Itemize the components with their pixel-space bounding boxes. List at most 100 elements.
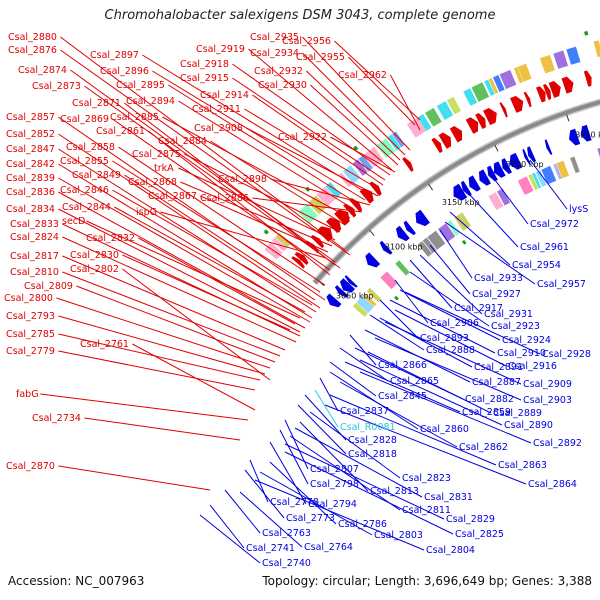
gene-label: Csal_2839 [6, 173, 55, 184]
gene-label: Csal_2934 [250, 48, 299, 59]
gene-label: Csal_2885 [110, 112, 159, 123]
leader-line [404, 291, 541, 355]
leader-line [248, 48, 393, 171]
leader-line [269, 461, 337, 525]
forward-gene-arrow [438, 132, 452, 149]
cog-band-forward [553, 50, 569, 69]
forward-gene-arrow [510, 95, 524, 113]
gene-label: Csal_2957 [537, 279, 586, 290]
leader-line [314, 389, 339, 428]
gene-label: Csal_2785 [6, 329, 55, 340]
gene-label: Csal_2917 [454, 303, 503, 314]
cog-band-forward [488, 77, 499, 94]
cog-band-forward [436, 101, 454, 120]
tick-label: 3100 kbp [385, 242, 423, 251]
gene-label: Csal_2825 [455, 529, 504, 540]
leader-line [374, 337, 522, 401]
forward-gene-arrow [475, 112, 486, 130]
forward-gene-arrow [349, 198, 363, 213]
forward-gene-arrow [523, 91, 532, 108]
gene-label: Csal_2894 [126, 96, 175, 107]
forward-gene-arrow [499, 102, 508, 118]
gene-label: fabG [16, 389, 39, 400]
cog-band-forward [471, 82, 490, 102]
gene-label: secD [62, 216, 85, 227]
gene-label: Csal_2867 [148, 191, 197, 202]
forward-gene-arrow [542, 83, 552, 100]
leader-line [394, 309, 507, 367]
gene-label: Csal_2868 [128, 177, 177, 188]
leader-line [294, 427, 423, 498]
gene-label: Csal_2930 [258, 80, 307, 91]
gene-label: Csal_2823 [402, 473, 451, 484]
gene-label: Csal_2888 [426, 345, 475, 356]
gene-label: Csal_2832 [86, 233, 135, 244]
gene-label: Csal_2817 [10, 251, 59, 262]
gene-label: Csal_2829 [446, 514, 495, 525]
leader-line [302, 52, 406, 156]
cog-band-reverse [362, 293, 377, 307]
leader-line [224, 489, 261, 534]
gene-label: Csal_2955 [296, 52, 345, 63]
tick-label: 3050 kbp [336, 291, 374, 300]
forward-gene-arrow [402, 157, 414, 172]
gene-label: Csal_2852 [6, 129, 55, 140]
reverse-gene-arrow [527, 146, 537, 163]
gene-label: Csal_2845 [378, 391, 427, 402]
leader-line [244, 469, 285, 519]
leader-line [324, 404, 527, 485]
rna-marker [263, 229, 269, 235]
leader-line [118, 146, 326, 286]
gene-label: Csal_2764 [304, 542, 353, 553]
leader-line [254, 479, 425, 551]
cog-band-reverse [497, 188, 511, 206]
gene-label: Csal_2837 [340, 406, 389, 417]
cog-band-forward [513, 67, 524, 84]
gene-label: Csal_2741 [246, 543, 295, 554]
gene-label: Csal_2842 [6, 159, 55, 170]
leader-line [384, 321, 522, 385]
accession-text: Accession: NC_007963 [8, 574, 145, 588]
leader-line [379, 299, 419, 339]
forward-gene-arrow [326, 217, 342, 234]
tick-label: 3200 kbp [506, 160, 544, 169]
leader-line [399, 289, 501, 341]
reverse-gene-arrow [493, 161, 506, 178]
gene-label: Csal_2870 [6, 461, 55, 472]
leader-line [529, 159, 568, 210]
leader-line [469, 194, 519, 248]
gene-label: Csal_2803 [374, 530, 423, 541]
cog-band-forward [499, 69, 517, 90]
leader-line [279, 429, 309, 485]
leader-line [209, 504, 245, 549]
cog-band-reverse [417, 241, 433, 257]
gene-label: Csal_2863 [498, 460, 547, 471]
reverse-gene-arrow [522, 148, 531, 165]
leader-line [62, 255, 286, 351]
backbone-arc [313, 100, 600, 285]
gene-label: Csal_2858 [66, 142, 115, 153]
leader-line [112, 189, 313, 306]
leader-line [419, 254, 483, 315]
leader-line [246, 127, 379, 197]
cog-band-forward [392, 131, 405, 148]
leader-line [58, 191, 306, 329]
gene-label: Csal_2849 [72, 170, 121, 181]
cog-band-forward [275, 232, 292, 248]
gene-label: Csal_2874 [18, 65, 67, 76]
cog-band-reverse [488, 192, 504, 211]
leader-line [299, 421, 369, 492]
leader-line [297, 404, 347, 455]
cog-band-reverse [535, 170, 547, 187]
forward-gene-arrow [431, 137, 443, 154]
cog-band-forward [417, 114, 432, 132]
reverse-gene-arrow [487, 165, 498, 182]
gene-label: Csal_2909 [523, 379, 572, 390]
gene-label: Csal_2914 [200, 90, 249, 101]
reverse-gene-arrow [365, 252, 381, 268]
gene-label: Csal_2778 [270, 497, 319, 508]
gene-label: Csal_2804 [426, 545, 475, 556]
gene-label: Csal_2847 [6, 144, 55, 155]
leader-line [62, 223, 301, 337]
leader-line [359, 371, 532, 444]
